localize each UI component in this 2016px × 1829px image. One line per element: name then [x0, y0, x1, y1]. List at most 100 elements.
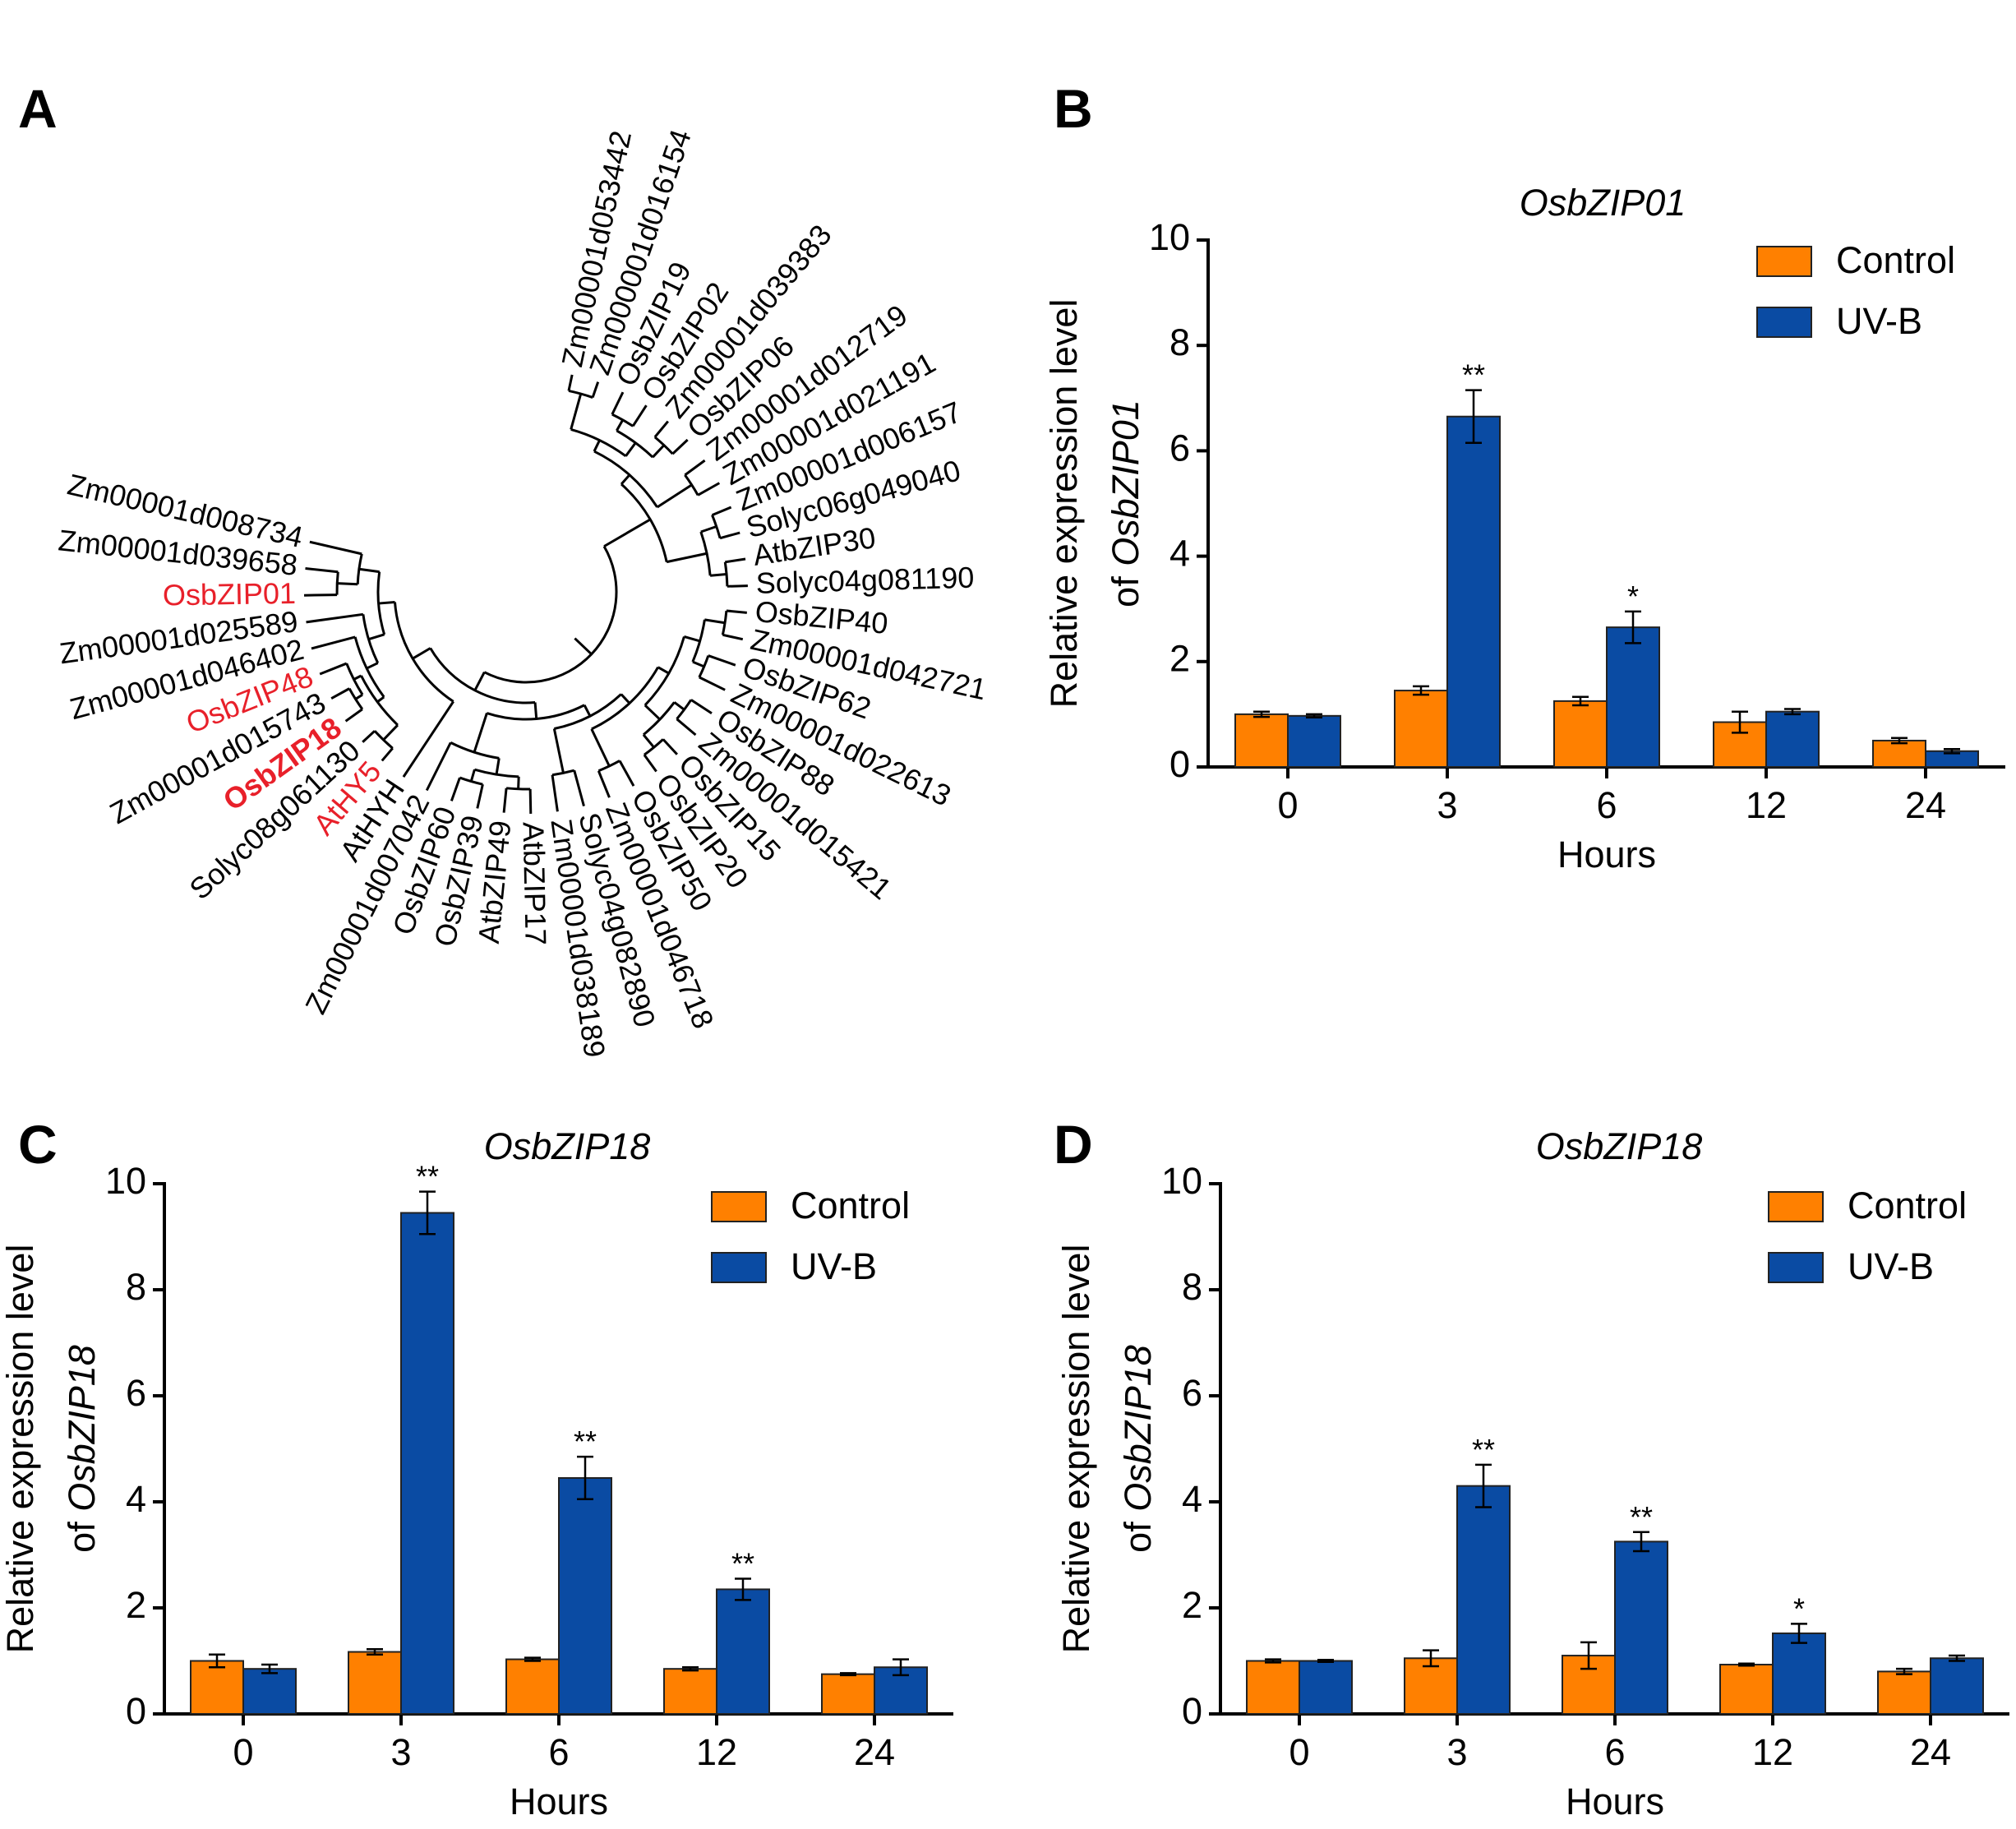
bar-control-3 — [348, 1651, 402, 1716]
y-tick-label-4: 4 — [1182, 1478, 1202, 1520]
y-tick-label-10: 10 — [105, 1160, 146, 1202]
tree-branch-34 — [727, 584, 748, 588]
tree-branch-50 — [722, 633, 744, 641]
bar-control-0 — [1246, 1660, 1300, 1715]
tree-branch-47 — [704, 618, 726, 625]
significance-uv-b-3: ** — [1462, 358, 1485, 392]
tree-arc-58 — [676, 699, 693, 720]
legend-label-uv-b: UV-B — [1848, 1245, 1934, 1287]
tree-branch-114 — [304, 594, 338, 597]
tree-branch-68 — [597, 770, 611, 798]
tree-branch-7 — [570, 393, 583, 430]
y-tick-label-0: 0 — [1169, 743, 1190, 785]
tree-branch-49 — [726, 609, 747, 614]
tree-root-stem — [574, 637, 593, 655]
tree-arc-40 — [554, 693, 622, 730]
tree-arc-44 — [644, 636, 685, 706]
tree-branch-5 — [593, 439, 601, 452]
tree-branch-75 — [495, 758, 501, 775]
significance-uv-b-12: ** — [731, 1547, 754, 1581]
y-tick-label-10: 10 — [1161, 1160, 1202, 1202]
tree-leaf-atbzip17: AtbZIP17 — [517, 821, 553, 945]
x-axis-label: Hours — [1566, 1781, 1664, 1822]
panel-letter-b: B — [1054, 78, 1093, 139]
bar-control-6 — [1553, 700, 1608, 768]
bar-uv-b-0 — [1299, 1660, 1353, 1715]
tree-arc-22 — [684, 474, 699, 497]
legend-label-control: Control — [791, 1185, 910, 1226]
tree-branch-29 — [711, 506, 732, 516]
panel-letter-c: C — [18, 1114, 58, 1175]
legend-swatch-control — [1768, 1191, 1824, 1222]
y-tick-label-2: 2 — [1182, 1584, 1202, 1626]
tree-arc-113 — [335, 571, 339, 595]
legend-swatch-uv-b — [711, 1252, 767, 1283]
chart-title: OsbZIP18 — [1536, 1125, 1703, 1167]
tree-branch-93 — [366, 662, 379, 670]
tree-branch-73 — [473, 713, 488, 753]
tree-arc-6 — [570, 427, 627, 458]
tree-branch-80 — [502, 787, 508, 813]
x-tick-label-6: 6 — [1596, 784, 1617, 826]
tree-arc-70 — [551, 769, 575, 777]
x-tick-label-12: 12 — [1746, 784, 1787, 826]
tree-branch-13 — [616, 419, 625, 432]
legend-swatch-uv-b — [1768, 1252, 1824, 1283]
tree-branch-100 — [362, 730, 376, 743]
y-axis-label-prefix: of — [61, 1512, 103, 1553]
tree-branch-71 — [573, 769, 585, 807]
tree-branch-57 — [673, 701, 685, 711]
y-tick-label-8: 8 — [126, 1266, 146, 1308]
tree-branch-105 — [344, 708, 363, 723]
y-tick-label-0: 0 — [1182, 1690, 1202, 1732]
bar-control-0 — [1234, 713, 1289, 769]
tree-branch-30 — [719, 531, 740, 540]
tree-branch-35 — [473, 671, 486, 691]
bar-control-12 — [663, 1668, 717, 1716]
legend-label-uv-b: UV-B — [791, 1245, 877, 1287]
y-tick-label-10: 10 — [1149, 216, 1190, 258]
tree-arc-87 — [393, 602, 454, 703]
tree-branch-91 — [368, 633, 385, 641]
legend-label-control: Control — [1836, 239, 1955, 281]
y-axis-label-line1: Relative expression level — [0, 1245, 41, 1654]
chart-title: OsbZIP18 — [484, 1125, 651, 1167]
tree-arc-2 — [620, 483, 668, 562]
y-axis-label-line2: of OsbZIP01 — [1105, 400, 1146, 607]
tree-branch-31 — [709, 572, 727, 577]
y-tick-label-0: 0 — [126, 1690, 146, 1732]
tree-branch-64 — [643, 754, 657, 773]
tree-branch-15 — [611, 391, 625, 415]
tree-branch-59 — [690, 699, 713, 715]
significance-uv-b-3: ** — [416, 1160, 439, 1194]
tree-arc-42 — [591, 666, 659, 731]
tree-arc-66 — [597, 760, 620, 773]
bar-uv-b-3 — [400, 1212, 454, 1715]
tree-arc-36 — [429, 647, 536, 704]
tree-branch-25 — [666, 552, 708, 564]
tree-arc-4 — [593, 450, 658, 508]
tree-branch-116 — [309, 540, 362, 556]
bar-control-0 — [190, 1660, 244, 1715]
tree-branch-17 — [652, 444, 666, 459]
tree-arc-94 — [353, 636, 385, 698]
tree-branch-41 — [620, 693, 631, 704]
chart-title: OsbZIP01 — [1520, 182, 1686, 224]
tree-branch-106 — [330, 687, 350, 700]
y-axis-label-prefix: of — [1105, 566, 1146, 607]
tree-arc-76 — [474, 768, 519, 778]
y-axis-label-gene: OsbZIP18 — [61, 1345, 103, 1512]
y-axis-label-line1: Relative expression level — [1055, 1245, 1097, 1654]
tree-arc-0 — [483, 545, 618, 684]
bar-uv-b-6 — [1606, 626, 1660, 769]
significance-uv-b-12: * — [1793, 1591, 1805, 1625]
tree-branch-85 — [425, 741, 452, 792]
tree-arc-92 — [362, 614, 380, 664]
tree-branch-107 — [319, 662, 348, 676]
tree-arc-62 — [644, 738, 664, 756]
bar-uv-b-12 — [716, 1588, 770, 1716]
tree-branch-67 — [618, 760, 635, 787]
tree-branch-21 — [656, 483, 693, 509]
tree-arc-74 — [450, 741, 500, 760]
